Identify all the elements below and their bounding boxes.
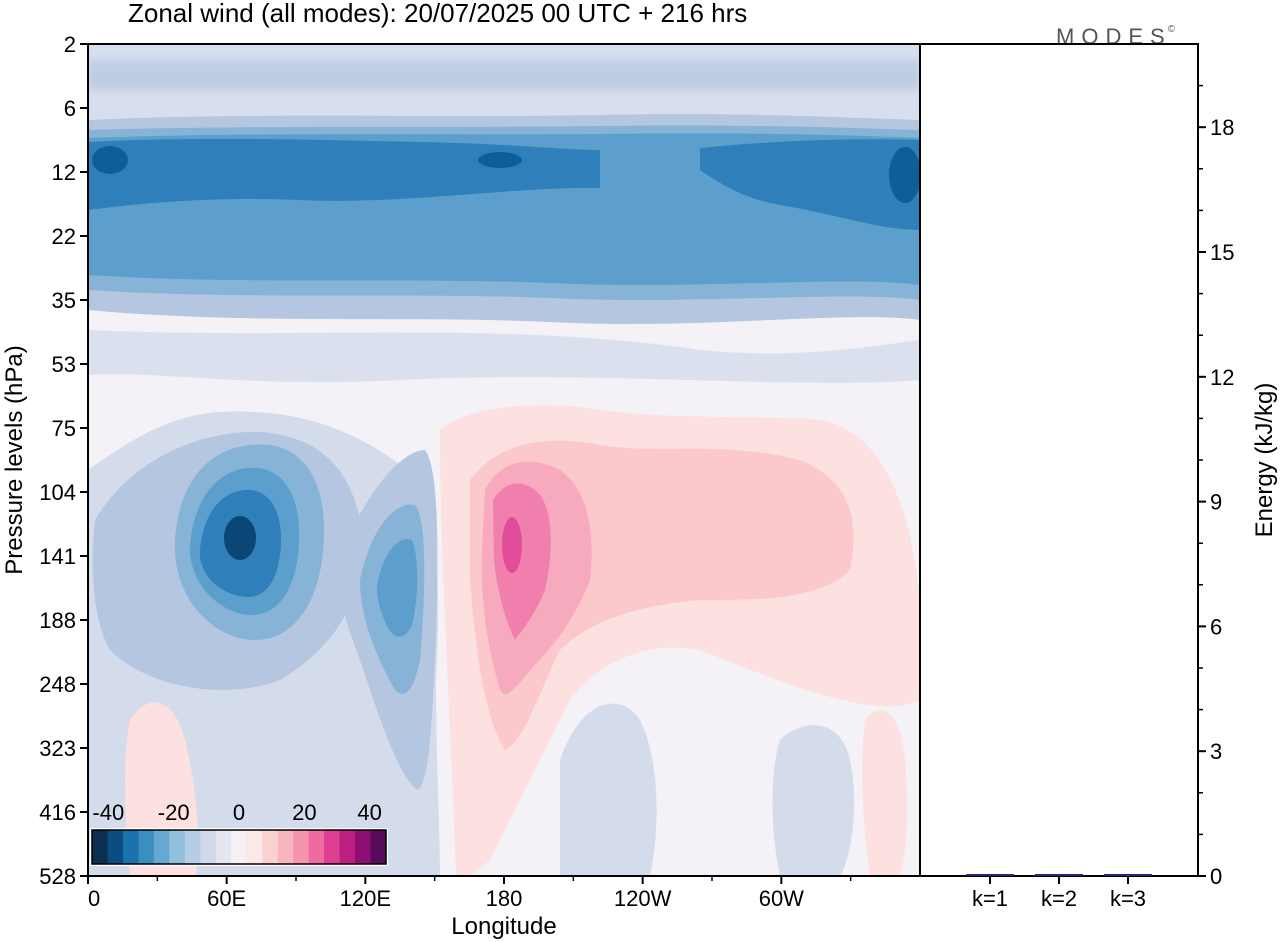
y-tick-label: 416 [39, 800, 76, 825]
colorbar-swatch [122, 830, 139, 864]
colorbar-swatch [324, 830, 341, 864]
x-axis-label: Longitude [451, 913, 556, 940]
bar-category-label: k=2 [1041, 886, 1077, 911]
y-tick-label: 141 [39, 544, 76, 569]
colorbar-tick-label: 40 [357, 800, 381, 825]
colorbar-swatch [355, 830, 372, 864]
y-tick-label: 188 [39, 608, 76, 633]
energy-tick-label: 0 [1210, 864, 1222, 889]
colorbar-swatch [153, 830, 170, 864]
colorbar-swatch [277, 830, 294, 864]
jet-core-dark-right [889, 147, 920, 203]
energy-tick-label: 3 [1210, 739, 1222, 764]
energy-bar [1035, 874, 1083, 876]
energy-bar [1104, 874, 1152, 876]
x-tick-label: 0 [88, 886, 100, 911]
colorbar-swatch [246, 830, 263, 864]
energy-tick-label: 15 [1210, 240, 1234, 265]
modes-logo: MODES© [1056, 24, 1182, 49]
y-tick-label: 528 [39, 864, 76, 889]
pressure-axis-ticks: 2 6 12 22 35 53 75 104 141 188 248 323 416 528 [39, 32, 88, 889]
colorbar-tick-label: 20 [292, 800, 316, 825]
colorbar: -40 -20 0 20 40 [90, 800, 388, 866]
low-westerly-patch-2 [862, 710, 908, 876]
lower-strat-band [88, 330, 920, 383]
energy-axis-ticks: 0 3 6 9 12 15 18 [1198, 84, 1234, 889]
colorbar-swatch [293, 830, 310, 864]
colorbar-frame [91, 829, 387, 865]
heatmap-field [88, 44, 920, 876]
y-tick-label: 323 [39, 736, 76, 761]
colorbar-swatch [138, 830, 155, 864]
y-tick-label: 104 [39, 480, 76, 505]
colorbar-tick-label: 0 [233, 800, 245, 825]
colorbar-swatch [92, 830, 108, 864]
colorbar-swatch [200, 830, 217, 864]
x-tick-label: 120E [340, 886, 391, 911]
longitude-axis-ticks: 0 60E 120E 180 120W 60W [87, 876, 852, 911]
energy-tick-label: 12 [1210, 365, 1234, 390]
colorbar-swatch [231, 830, 248, 864]
y-tick-label: 248 [39, 672, 76, 697]
colorbar-swatch [262, 830, 279, 864]
low-easterly-patch-2 [772, 725, 855, 876]
colorbar-swatch [184, 830, 201, 864]
colorbar-swatch [107, 830, 124, 864]
x-tick-label: 60W [759, 886, 804, 911]
easterly-core-60e-dark [224, 516, 256, 560]
jet-core-right [700, 139, 920, 230]
energy-tick-label: 9 [1210, 490, 1222, 515]
y-tick-label: 53 [52, 352, 76, 377]
y-tick-label: 75 [52, 416, 76, 441]
x-tick-label: 180 [486, 886, 523, 911]
low-easterly-patch [560, 703, 657, 876]
bar-category-label: k=3 [1110, 886, 1146, 911]
jet-core-left [88, 138, 600, 210]
chart-title: Zonal wind (all modes): 20/07/2025 00 UT… [128, 0, 747, 28]
upper-strat-band-inner [88, 60, 920, 90]
y-tick-label: 6 [64, 96, 76, 121]
energy-axis-label: Energy (kJ/kg) [1251, 383, 1278, 538]
energy-tick-label: 18 [1210, 115, 1234, 140]
colorbar-swatch [169, 830, 186, 864]
energy-bars: k=1 k=2 k=3 [966, 874, 1152, 911]
jet-core-dark-left [92, 146, 128, 174]
y-tick-label: 22 [52, 224, 76, 249]
y-tick-label: 12 [52, 160, 76, 185]
y-tick-label: 2 [64, 32, 76, 57]
colorbar-swatch [215, 830, 232, 864]
colorbar-tick-label: -20 [158, 800, 190, 825]
colorbar-swatch [339, 830, 356, 864]
colorbar-swatch [308, 830, 325, 864]
energy-panel-frame [919, 43, 1199, 877]
colorbar-tick-label: -40 [92, 800, 124, 825]
westerly-core-180 [502, 517, 522, 573]
bar-category-label: k=1 [972, 886, 1008, 911]
energy-bar [966, 874, 1014, 876]
easterly-140e-core [377, 539, 418, 637]
energy-tick-label: 6 [1210, 614, 1222, 639]
y-axis-label: Pressure levels (hPa) [1, 345, 28, 574]
colorbar-swatch [370, 830, 387, 864]
x-tick-label: 120W [614, 886, 672, 911]
x-tick-label: 60E [207, 886, 246, 911]
jet-core-dark-mid [478, 152, 522, 168]
y-tick-label: 35 [52, 288, 76, 313]
